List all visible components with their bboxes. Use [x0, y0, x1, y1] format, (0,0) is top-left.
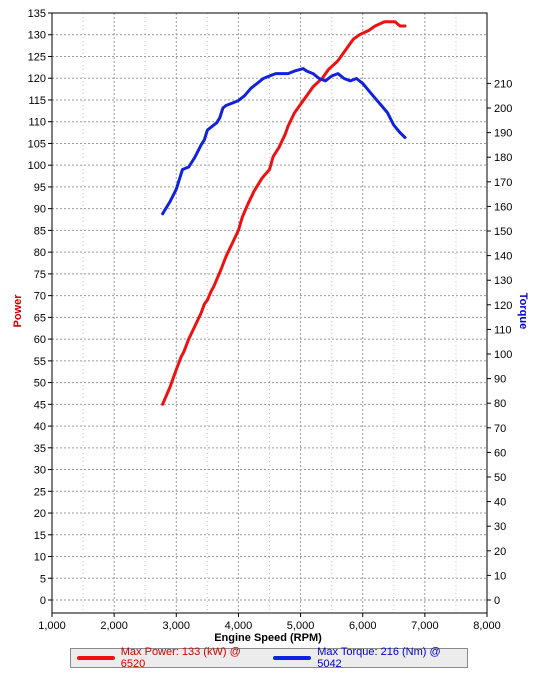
x-tick-label: 8,000	[473, 620, 501, 632]
right-tick-label: 200	[494, 103, 512, 115]
left-tick-label: 135	[28, 8, 46, 20]
left-tick-label: 75	[34, 269, 46, 281]
right-tick-label: 0	[494, 595, 500, 607]
right-tick-label: 50	[494, 472, 506, 484]
right-tick-label: 130	[494, 275, 512, 287]
left-tick-label: 30	[34, 465, 46, 477]
right-tick-label: 150	[494, 226, 512, 238]
left-tick-label: 40	[34, 421, 46, 433]
right-tick-label: 100	[494, 349, 512, 361]
legend-torque-text: Max Torque: 216 (Nm) @ 5042	[317, 646, 441, 670]
plot-area	[51, 12, 488, 614]
torque-line-swatch	[273, 656, 312, 660]
left-tick-label: 95	[34, 182, 46, 194]
torque-series-line	[161, 67, 407, 216]
legend-power-text: Max Power: 133 (kW) @ 6520	[120, 646, 241, 670]
right-tick-label: 180	[494, 152, 512, 164]
left-tick-label: 35	[34, 443, 46, 455]
right-tick-label: 210	[494, 78, 512, 90]
right-tick-label: 120	[494, 300, 512, 312]
x-tick-label: 2,000	[100, 620, 128, 632]
right-axis-title: Torque	[517, 293, 529, 329]
legend-item-power: Max Power: 133 (kW) @ 6520	[77, 646, 253, 670]
left-tick-label: 80	[34, 247, 46, 259]
x-axis-ticks: 1,000 2,000 3,000 4,000 5,000 6,000 7,000 8,000	[38, 613, 501, 632]
right-tick-label: 10	[494, 570, 506, 582]
left-tick-label: 110	[28, 117, 46, 129]
x-tick-label: 6,000	[349, 620, 377, 632]
left-tick-label: 105	[28, 138, 46, 150]
series-lines	[161, 20, 407, 406]
x-tick-label: 4,000	[225, 620, 253, 632]
x-tick-label: 7,000	[411, 620, 439, 632]
x-tick-label: 5,000	[287, 620, 315, 632]
right-tick-label: 170	[494, 177, 512, 189]
right-tick-label: 160	[494, 201, 512, 213]
right-tick-label: 110	[494, 324, 512, 336]
right-tick-label: 40	[494, 497, 506, 509]
left-tick-label: 50	[34, 378, 46, 390]
x-tick-label: 3,000	[163, 620, 191, 632]
right-tick-label: 140	[494, 251, 512, 263]
right-axis-ticks: 0 10 20 30 40 50 60 70 80 90 100 110 120 130 140 150 160…	[487, 78, 512, 607]
x-axis-title: Engine Speed (RPM)	[214, 632, 322, 644]
left-tick-label: 45	[34, 399, 46, 411]
x-tick-label: 1,000	[38, 620, 66, 632]
left-tick-label: 60	[34, 334, 46, 346]
left-axis-ticks: 0 5 10 15 20 25 30 35 40 45 50 55 60 65 70 75 80 85 90 95 10…	[28, 8, 52, 607]
left-tick-label: 120	[28, 73, 46, 85]
left-tick-label: 115	[28, 95, 46, 107]
left-tick-label: 55	[34, 356, 46, 368]
power-line-swatch	[77, 656, 115, 660]
right-tick-label: 20	[494, 546, 506, 558]
right-tick-label: 80	[494, 398, 506, 410]
left-tick-label: 0	[40, 595, 46, 607]
legend: Max Power: 133 (kW) @ 6520 Max Torque: 2…	[70, 646, 468, 670]
left-axis-title: Power	[12, 294, 24, 328]
left-tick-label: 5	[40, 573, 46, 585]
left-tick-label: 20	[34, 508, 46, 520]
power-series-line	[161, 20, 407, 406]
legend-item-torque: Max Torque: 216 (Nm) @ 5042	[273, 646, 453, 670]
left-tick-label: 70	[34, 291, 46, 303]
left-tick-label: 90	[34, 204, 46, 216]
left-tick-label: 130	[28, 30, 46, 42]
left-tick-label: 25	[34, 486, 46, 498]
left-tick-label: 125	[28, 51, 46, 63]
left-tick-label: 100	[28, 160, 46, 172]
left-tick-label: 15	[34, 530, 46, 542]
right-tick-label: 190	[494, 128, 512, 140]
right-tick-label: 90	[494, 374, 506, 386]
grid-lines	[51, 12, 488, 613]
right-tick-label: 70	[494, 423, 506, 435]
left-tick-label: 65	[34, 312, 46, 324]
right-tick-label: 30	[494, 521, 506, 533]
left-tick-label: 10	[34, 552, 46, 564]
left-tick-label: 85	[34, 225, 46, 237]
right-tick-label: 60	[494, 447, 506, 459]
